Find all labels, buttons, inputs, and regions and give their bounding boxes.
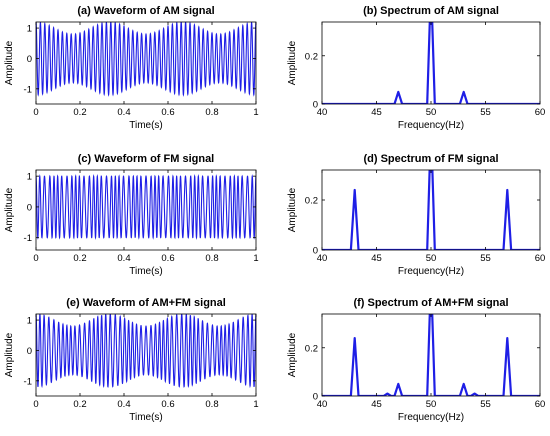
- x-tick-label: 0.6: [161, 107, 174, 118]
- y-tick-label: 0: [313, 392, 318, 403]
- axes-frame: [35, 21, 257, 105]
- panel-e: 0 0.2 0.4 0.6 0.8 1 -1 0 1 (e) Waveform of AM+FM …: [4, 297, 259, 423]
- axes-frame: [321, 313, 541, 397]
- y-tick-label: 0.2: [305, 196, 318, 207]
- series-b: [322, 22, 540, 104]
- x-tick-label: 0.8: [205, 107, 218, 118]
- x-tick-label: 0: [33, 253, 38, 264]
- panel-title: (a) Waveform of AM signal: [77, 5, 214, 17]
- axes-frame: [321, 21, 541, 105]
- x-tick-label: 0.4: [117, 253, 130, 264]
- y-axis-label: Amplitude: [4, 40, 15, 85]
- x-tick-label: 40: [317, 399, 328, 410]
- x-tick-label: 45: [371, 107, 382, 118]
- x-tick-label: 0.8: [205, 399, 218, 410]
- x-axis-label: Time(s): [129, 120, 163, 131]
- panel-title: (e) Waveform of AM+FM signal: [66, 297, 226, 309]
- y-axis-label: Amplitude: [287, 332, 298, 377]
- panel-title: (c) Waveform of FM signal: [78, 153, 215, 165]
- spectrum-line: [322, 170, 540, 250]
- y-tick-label: 0: [27, 202, 32, 213]
- y-tick-label: 0: [27, 346, 32, 357]
- x-tick-label: 0: [33, 399, 38, 410]
- y-tick-label: -1: [24, 233, 32, 244]
- y-axis-label: Amplitude: [4, 187, 15, 232]
- y-tick-label: 0: [313, 246, 318, 257]
- x-tick-label: 40: [317, 107, 328, 118]
- x-tick-label: 60: [535, 399, 546, 410]
- x-axis-label: Time(s): [129, 266, 163, 277]
- panel-c: 0 0.2 0.4 0.6 0.8 1-101(c) Waveform of FM sig…: [4, 153, 259, 277]
- panel-b: 40 45 50 55 60 0 0.2 (b) Spectrum of AM signal F…: [287, 5, 546, 131]
- x-tick-label: 55: [480, 107, 491, 118]
- x-axis-label: Time(s): [129, 412, 163, 423]
- panel-a: 0 0.2 0.4 0.6 0.8 1 -1 0 1 (a) Waveform of AM sig…: [4, 5, 259, 131]
- x-tick-label: 1: [253, 107, 258, 118]
- x-tick-label: 1: [253, 253, 258, 264]
- y-axis-label: Amplitude: [287, 187, 298, 232]
- x-axis-label: Frequency(Hz): [398, 412, 464, 423]
- y-tick-label: 1: [27, 172, 32, 183]
- y-tick-label: -1: [24, 84, 32, 95]
- y-tick-label: 1: [27, 24, 32, 35]
- waveform-line: [36, 173, 256, 240]
- x-tick-label: 1: [253, 399, 258, 410]
- panel-f: 40 45 50 55 60 0 0.2 (f) Spectrum of AM+FM sign…: [287, 297, 546, 423]
- x-tick-label: 55: [480, 399, 491, 410]
- x-tick-label: 40: [317, 253, 328, 264]
- x-tick-label: 45: [371, 399, 382, 410]
- y-tick-label: 0: [313, 100, 318, 111]
- y-tick-label: 0.2: [305, 51, 318, 62]
- waveform-line: [36, 314, 256, 389]
- panel-title: (f) Spectrum of AM+FM signal: [353, 297, 508, 309]
- series-e: [36, 314, 256, 389]
- y-axis-label: Amplitude: [287, 40, 298, 85]
- y-tick-label: 0.2: [305, 343, 318, 354]
- x-tick-label: 0.6: [161, 253, 174, 264]
- y-tick-label: 1: [27, 316, 32, 327]
- x-tick-label: 0.6: [161, 399, 174, 410]
- panel-title: (b) Spectrum of AM signal: [363, 5, 499, 17]
- y-tick-label: -1: [24, 376, 32, 387]
- x-tick-label: 0.2: [73, 399, 86, 410]
- axes-frame: [321, 169, 541, 251]
- series-d: [322, 170, 540, 250]
- series-a: [36, 22, 256, 97]
- x-tick-label: 50: [426, 399, 437, 410]
- x-tick-label: 0.4: [117, 107, 130, 118]
- x-tick-label: 0: [33, 107, 38, 118]
- panel-title: (d) Spectrum of FM signal: [363, 153, 498, 165]
- x-tick-label: 60: [535, 253, 546, 264]
- x-tick-label: 0.2: [73, 253, 86, 264]
- x-axis-label: Frequency(Hz): [398, 266, 464, 277]
- panel-d: 40 45 50 55 60 0 0.2 (d) Spectrum of FM signal F…: [287, 153, 546, 277]
- axes-frame: [35, 169, 257, 251]
- series-c: [36, 173, 256, 240]
- x-tick-label: 55: [480, 253, 491, 264]
- spectrum-line: [322, 22, 540, 104]
- x-tick-label: 0.8: [205, 253, 218, 264]
- x-tick-label: 50: [426, 107, 437, 118]
- x-tick-label: 50: [426, 253, 437, 264]
- x-tick-label: 60: [535, 107, 546, 118]
- x-axis-label: Frequency(Hz): [398, 120, 464, 131]
- series-f: [322, 314, 540, 396]
- x-tick-label: 45: [371, 253, 382, 264]
- axes-frame: [35, 313, 257, 397]
- waveform-line: [36, 22, 256, 97]
- y-axis-label: Amplitude: [4, 332, 15, 377]
- spectrum-line: [322, 314, 540, 396]
- x-tick-label: 0.4: [117, 399, 130, 410]
- y-tick-label: 0: [27, 54, 32, 65]
- x-tick-label: 0.2: [73, 107, 86, 118]
